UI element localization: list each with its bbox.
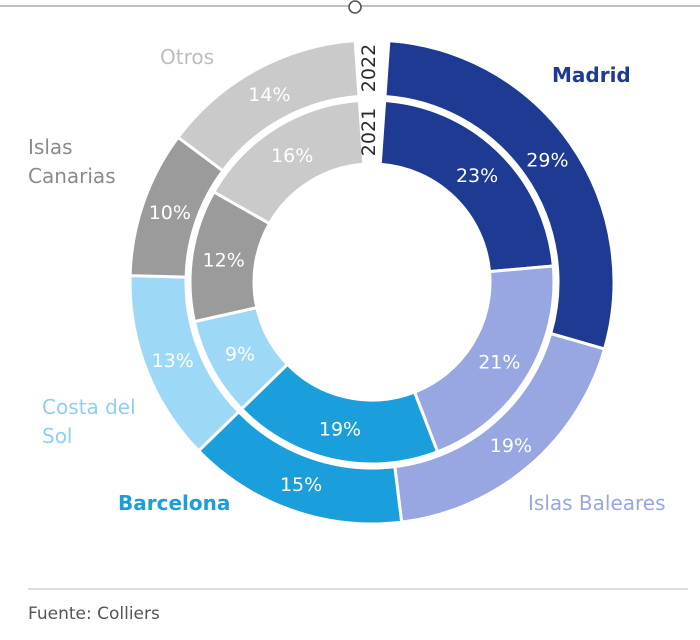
value-label-2021-madrid: 23% bbox=[456, 165, 498, 187]
value-label-2022-barcelona: 15% bbox=[280, 474, 322, 496]
value-label-2022-costa-del-sol: 13% bbox=[152, 350, 194, 372]
category-label-madrid: Madrid bbox=[552, 63, 631, 87]
value-label-2021-costa-del-sol: 9% bbox=[225, 343, 255, 365]
value-label-2022-otros: 14% bbox=[248, 84, 290, 106]
segment-2022-otros bbox=[175, 38, 361, 173]
value-label-2021-otros: 16% bbox=[271, 145, 313, 167]
value-label-2022-madrid: 29% bbox=[526, 149, 568, 171]
value-label-2022-islas-baleares: 19% bbox=[490, 435, 532, 457]
source-note: Fuente: Colliers bbox=[28, 604, 160, 624]
value-label-2022-islas-canarias: 10% bbox=[149, 202, 191, 224]
segment-2021-otros bbox=[211, 98, 366, 226]
category-label-islas-baleares: Islas Baleares bbox=[528, 491, 666, 515]
category-label-islas-canarias: Islas Canarias bbox=[28, 135, 116, 188]
year-label-2022: 2022 bbox=[358, 44, 380, 92]
category-label-otros: Otros bbox=[160, 45, 214, 69]
top-rule-marker bbox=[348, 0, 362, 14]
category-label-barcelona: Barcelona bbox=[118, 491, 230, 515]
value-label-2021-barcelona: 19% bbox=[319, 419, 361, 441]
value-label-2021-islas-canarias: 12% bbox=[203, 250, 245, 272]
year-label-2021: 2021 bbox=[358, 108, 380, 156]
category-label-costa-del-sol: Costa del Sol bbox=[42, 395, 136, 448]
value-label-2021-islas-baleares: 21% bbox=[478, 351, 520, 373]
